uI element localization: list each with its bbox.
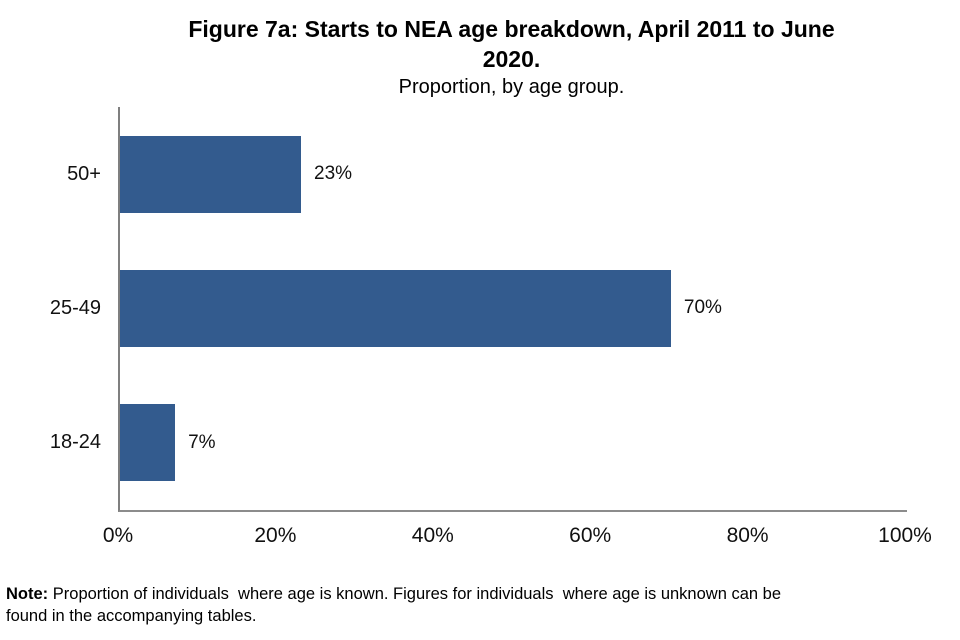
category-label-50+: 50+ bbox=[67, 162, 101, 185]
chart-title-line2: 2020. bbox=[482, 46, 541, 72]
x-tick-label-20%: 20% bbox=[254, 524, 297, 547]
x-tick-label-80%: 80% bbox=[726, 524, 769, 547]
footnote: Note: Proportion of individuals where ag… bbox=[6, 583, 956, 627]
value-label-25-49: 70% bbox=[683, 297, 722, 319]
chart-header: Figure 7a: Starts to NEA age breakdown, … bbox=[118, 14, 905, 100]
footnote-label: Note: bbox=[6, 585, 49, 603]
category-label-18-24: 18-24 bbox=[49, 431, 101, 454]
chart-title-line1: Figure 7a: Starts to NEA age breakdown, … bbox=[188, 16, 835, 42]
plot-area: 50+ 23% 25-49 70% 18-24 7% bbox=[50, 107, 907, 512]
footnote-text-line1: Proportion of individuals where age is k… bbox=[52, 585, 782, 603]
chart-subtitle: Proportion, by age group. bbox=[398, 76, 625, 98]
bar-row-25-49: 25-49 70% bbox=[50, 241, 907, 375]
bar-row-50+: 50+ 23% bbox=[67, 107, 907, 241]
category-label-25-49: 25-49 bbox=[49, 296, 101, 319]
x-tick-label-60%: 60% bbox=[569, 524, 612, 547]
footnote-text-line2: found in the accompanying tables. bbox=[6, 607, 257, 625]
bar-18-24 bbox=[120, 404, 176, 482]
x-axis-tick-labels: 0% 20% 40% 60% 80% 100% bbox=[103, 524, 932, 552]
bar-50+ bbox=[120, 135, 301, 213]
value-label-18-24: 7% bbox=[188, 431, 216, 453]
x-tick-label-0%: 0% bbox=[102, 524, 134, 547]
x-tick-label-40%: 40% bbox=[411, 524, 454, 547]
value-label-50+: 23% bbox=[314, 163, 353, 185]
bar-row-18-24: 18-24 7% bbox=[50, 376, 907, 510]
bar-25-49 bbox=[120, 269, 671, 347]
x-tick-label-100%: 100% bbox=[878, 524, 932, 547]
